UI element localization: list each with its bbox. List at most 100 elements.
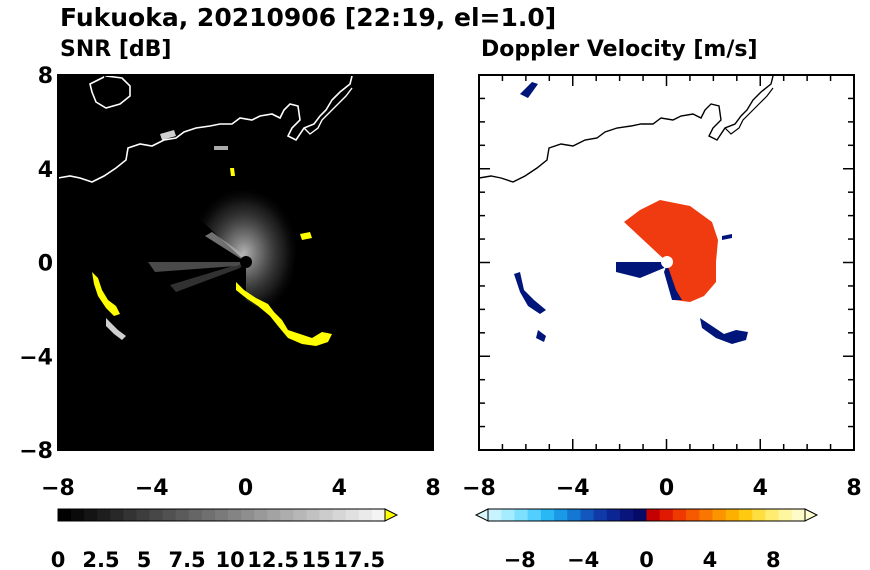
doppler-colorbar-cell	[514, 509, 529, 521]
x-tick-label: 8	[846, 476, 861, 501]
y-tick-label: −4	[19, 345, 53, 370]
doppler-colorbar-cell	[593, 509, 608, 521]
snr-colorbar-extend	[384, 508, 399, 522]
doppler-coastline-main	[479, 75, 774, 183]
doppler-coastline-pier	[724, 87, 774, 135]
doppler-colorbar-cell	[659, 509, 674, 521]
doppler-colorbar-cell	[712, 509, 727, 521]
snr-colorbar-cell	[332, 509, 347, 521]
snr-colorbar-cell	[149, 509, 164, 521]
x-tick-label: 0	[659, 476, 674, 501]
snr-ticks	[57, 74, 434, 451]
doppler-ticks	[478, 74, 855, 451]
doppler-colorbar-extend-high	[804, 508, 819, 522]
doppler-approaching-west-band	[514, 272, 546, 314]
snr-colorbar-cell	[228, 509, 242, 521]
y-tick-label: −8	[19, 439, 53, 464]
doppler-colorbar-extend-low	[474, 508, 489, 522]
snr-coastline-main	[58, 75, 353, 183]
snr-near-field-echo	[190, 188, 298, 318]
snr-colorbar-cell	[71, 509, 85, 521]
snr-colorbar-cell	[358, 509, 373, 521]
doppler-colorbar-tick-label: 4	[703, 548, 718, 570]
snr-panel: SNR [dB] −8 −4 0 4 8	[19, 37, 440, 570]
x-tick-label: −4	[135, 476, 169, 501]
snr-x-tick-labels: −8 −4 0 4 8	[41, 476, 441, 501]
snr-echo-patch-north	[230, 168, 235, 176]
x-tick-label: −8	[41, 476, 75, 501]
snr-colorbar-cell	[254, 509, 268, 521]
y-tick-label: 4	[38, 158, 53, 183]
doppler-colorbar-cell	[765, 509, 779, 521]
doppler-colorbar-frame	[487, 508, 806, 522]
snr-colorbar-labels: 0 2.5 5 7.5 10 12.5 15 17.5	[51, 548, 385, 570]
doppler-colorbar	[474, 508, 819, 522]
x-tick-label: −8	[462, 476, 496, 501]
snr-colorbar-cell	[136, 509, 150, 521]
snr-colorbar-cell	[84, 509, 98, 521]
snr-coastline-island	[89, 75, 131, 109]
doppler-colorbar-cell	[699, 509, 713, 521]
snr-colorbar-cell	[293, 509, 307, 521]
y-tick-label: 8	[38, 64, 53, 89]
snr-colorbar-frame	[57, 508, 386, 522]
doppler-colorbar-cell	[620, 509, 634, 521]
doppler-field	[479, 75, 774, 344]
doppler-colorbar-cell	[527, 509, 542, 521]
x-tick-label: 8	[425, 476, 440, 501]
snr-colorbar-cell	[110, 509, 124, 521]
snr-colorbar-tick-label: 0	[51, 548, 66, 570]
doppler-colorbar-cell	[606, 509, 621, 521]
doppler-colorbar-cell	[567, 509, 581, 521]
snr-echo-west	[92, 272, 120, 316]
doppler-approaching-patch	[536, 330, 546, 342]
snr-colorbar-cell	[267, 509, 281, 521]
figure-title: Fukuoka, 20210906 [22:19, el=1.0]	[60, 3, 556, 32]
doppler-colorbar-cell	[791, 509, 806, 521]
doppler-colorbar-tick-label: 0	[639, 548, 654, 570]
doppler-colorbar-cell	[738, 509, 753, 521]
snr-colorbar-cell	[123, 509, 137, 521]
doppler-approaching-south	[664, 264, 682, 300]
snr-colorbar-cell	[371, 509, 386, 521]
doppler-colorbar-cell	[725, 509, 740, 521]
snr-colorbar-tick-label: 15	[302, 548, 331, 570]
x-tick-label: 0	[238, 476, 253, 501]
x-tick-label: −4	[556, 476, 590, 501]
doppler-colorbar-cell	[686, 509, 700, 521]
doppler-receding-region	[624, 200, 718, 302]
snr-colorbar-tick-label: 2.5	[82, 548, 119, 570]
snr-west-streaks	[148, 262, 246, 272]
snr-colorbar-tick-label: 7.5	[168, 548, 205, 570]
doppler-approaching-south-east	[700, 318, 748, 344]
snr-colorbar-cell	[345, 509, 360, 521]
snr-echo-grey-west	[106, 318, 126, 340]
snr-colorbar-cell	[58, 509, 72, 521]
doppler-colorbar-labels: −8 −4 0 4 8	[504, 548, 781, 570]
doppler-colorbar-cell	[580, 509, 595, 521]
doppler-colorbar-cell	[778, 509, 793, 521]
snr-colorbar-cell	[280, 509, 294, 521]
snr-colorbar-tick-label: 17.5	[333, 548, 385, 570]
doppler-colorbar-cell	[501, 509, 515, 521]
doppler-radar-site	[661, 256, 673, 268]
snr-colorbar-cell	[214, 509, 229, 521]
doppler-panel-title: Doppler Velocity [m/s]	[481, 37, 758, 62]
snr-colorbar-cell	[175, 509, 190, 521]
snr-echo-band	[236, 282, 332, 346]
snr-colorbar-cell	[319, 509, 334, 521]
snr-colorbar-cell	[306, 509, 320, 521]
doppler-colorbar-cell	[554, 509, 568, 521]
snr-panel-title: SNR [dB]	[60, 37, 171, 62]
snr-southwest-streaks	[170, 262, 246, 292]
doppler-approaching-east	[722, 234, 732, 240]
snr-colorbar-cell	[97, 509, 111, 521]
snr-strong-echoes	[92, 130, 332, 346]
snr-echo-grey-north	[160, 130, 176, 140]
snr-y-tick-labels: 8 4 0 −4 −8	[19, 64, 53, 464]
doppler-colorbar-tick-label: −8	[504, 548, 536, 570]
snr-colorbar-cell	[201, 509, 216, 521]
snr-echo-grey-north2	[214, 146, 228, 150]
doppler-x-tick-labels: −8 −4 0 4 8	[462, 476, 862, 501]
